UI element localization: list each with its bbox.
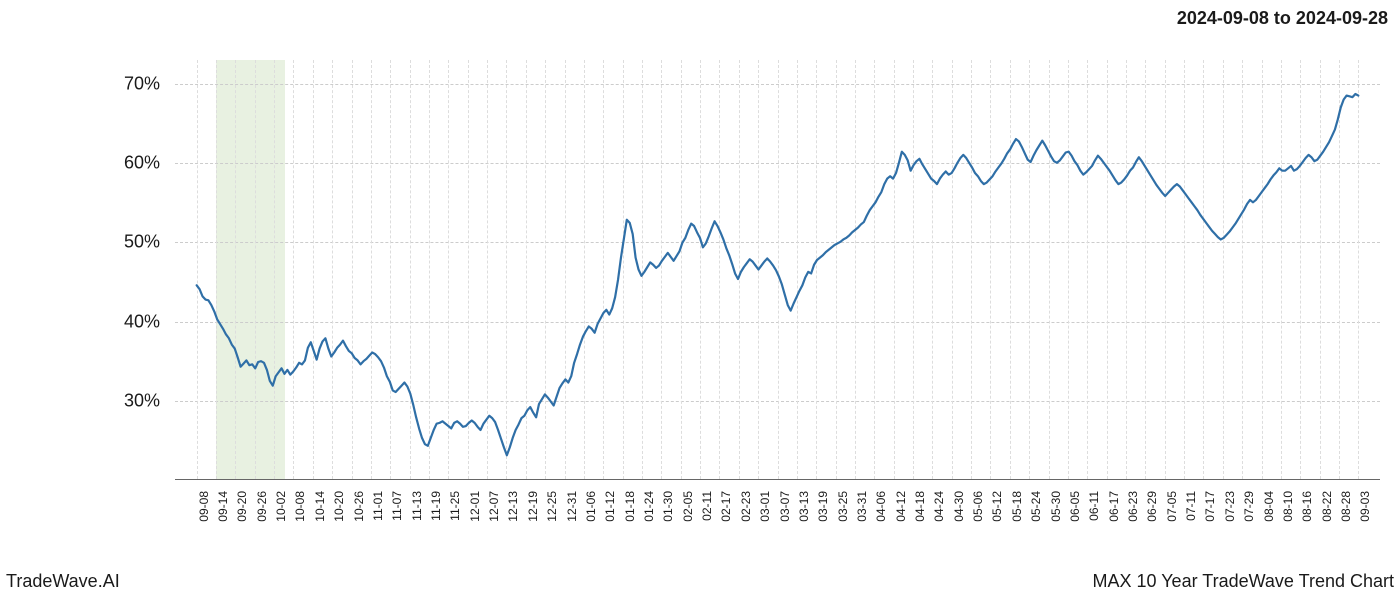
y-tick-label: 50% xyxy=(124,232,160,253)
trend-line xyxy=(175,60,1380,479)
footer-brand: TradeWave.AI xyxy=(6,571,120,592)
x-tick-label: 07-23 xyxy=(1223,491,1237,522)
x-tick-label: 02-11 xyxy=(700,491,714,521)
y-tick-label: 40% xyxy=(124,311,160,332)
y-tick-label: 70% xyxy=(124,73,160,94)
x-tick-label: 06-23 xyxy=(1126,491,1140,522)
x-tick-label: 11-07 xyxy=(390,491,404,521)
x-tick-label: 11-13 xyxy=(410,491,424,521)
x-tick-label: 03-19 xyxy=(816,491,830,522)
x-tick-label: 10-02 xyxy=(274,491,288,522)
x-tick-label: 10-14 xyxy=(313,491,327,522)
x-tick-label: 04-30 xyxy=(952,491,966,522)
y-axis: 30% 40% 50% 60% 70% xyxy=(0,60,170,480)
x-tick-label: 09-03 xyxy=(1358,491,1372,522)
plot-region xyxy=(175,60,1380,480)
x-tick-label: 02-17 xyxy=(719,491,733,522)
x-tick-label: 03-13 xyxy=(797,491,811,522)
x-tick-label: 05-12 xyxy=(990,491,1004,522)
x-tick-label: 04-06 xyxy=(874,491,888,522)
x-tick-label: 08-22 xyxy=(1320,491,1334,522)
x-tick-label: 12-25 xyxy=(545,491,559,522)
x-tick-label: 07-11 xyxy=(1184,491,1198,521)
x-tick-label: 01-18 xyxy=(623,491,637,522)
x-tick-label: 04-12 xyxy=(894,491,908,522)
x-tick-label: 08-10 xyxy=(1281,491,1295,522)
x-tick-label: 12-19 xyxy=(526,491,540,522)
x-tick-label: 06-29 xyxy=(1145,491,1159,522)
x-tick-label: 09-26 xyxy=(255,491,269,522)
chart-area: 30% 40% 50% 60% 70% 09-08 09-14 09-20 09-26 10-0… xyxy=(0,60,1400,560)
date-range-label: 2024-09-08 to 2024-09-28 xyxy=(1177,8,1388,29)
x-tick-label: 03-31 xyxy=(855,491,869,522)
x-tick-label: 08-04 xyxy=(1262,491,1276,522)
x-tick-label: 07-29 xyxy=(1242,491,1256,522)
x-tick-label: 09-08 xyxy=(197,491,211,522)
x-tick-label: 03-01 xyxy=(758,491,772,522)
x-tick-label: 04-24 xyxy=(932,491,946,522)
x-tick-label: 11-19 xyxy=(429,491,443,521)
x-tick-label: 06-05 xyxy=(1068,491,1082,522)
y-tick-label: 60% xyxy=(124,153,160,174)
x-tick-label: 10-26 xyxy=(352,491,366,522)
x-tick-label: 12-31 xyxy=(565,491,579,522)
x-tick-label: 08-28 xyxy=(1339,491,1353,522)
x-tick-label: 02-05 xyxy=(681,491,695,522)
x-tick-label: 01-12 xyxy=(603,491,617,522)
x-tick-label: 06-17 xyxy=(1107,491,1121,522)
x-tick-label: 05-18 xyxy=(1010,491,1024,522)
x-tick-label: 08-16 xyxy=(1300,491,1314,522)
x-tick-label: 07-17 xyxy=(1203,491,1217,522)
x-tick-label: 09-20 xyxy=(235,491,249,522)
x-tick-label: 01-24 xyxy=(642,491,656,522)
x-axis: 09-08 09-14 09-20 09-26 10-02 10-08 10-14 10-20… xyxy=(175,485,1380,565)
x-tick-label: 05-30 xyxy=(1049,491,1063,522)
y-tick-label: 30% xyxy=(124,390,160,411)
x-tick-label: 03-25 xyxy=(836,491,850,522)
footer-title: MAX 10 Year TradeWave Trend Chart xyxy=(1093,571,1395,592)
x-tick-label: 10-08 xyxy=(293,491,307,522)
x-tick-label: 04-18 xyxy=(913,491,927,522)
x-tick-label: 01-06 xyxy=(584,491,598,522)
x-tick-label: 01-30 xyxy=(661,491,675,522)
x-tick-label: 11-01 xyxy=(371,491,385,521)
x-tick-label: 07-05 xyxy=(1165,491,1179,522)
x-tick-label: 09-14 xyxy=(216,491,230,522)
x-tick-label: 02-23 xyxy=(739,491,753,522)
x-tick-label: 11-25 xyxy=(448,491,462,521)
x-tick-label: 03-07 xyxy=(778,491,792,522)
x-tick-label: 05-24 xyxy=(1029,491,1043,522)
x-tick-label: 12-01 xyxy=(468,491,482,522)
x-tick-label: 12-07 xyxy=(487,491,501,522)
x-tick-label: 06-11 xyxy=(1087,491,1101,521)
x-tick-label: 12-13 xyxy=(506,491,520,522)
x-tick-label: 10-20 xyxy=(332,491,346,522)
x-tick-label: 05-06 xyxy=(971,491,985,522)
